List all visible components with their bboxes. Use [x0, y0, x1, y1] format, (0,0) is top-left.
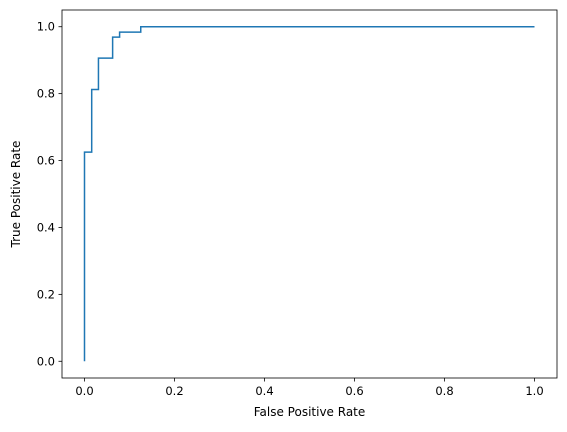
x-tick-label: 0.2: [165, 384, 183, 398]
y-tick-label: 0.6: [37, 154, 55, 168]
y-tick-label: 0.8: [37, 87, 55, 101]
x-tick-label: 1.0: [525, 384, 543, 398]
y-tick-label: 0.4: [37, 220, 55, 234]
x-tick-label: 0.6: [345, 384, 363, 398]
y-tick-label: 0.2: [37, 287, 55, 301]
y-tick-label: 1.0: [37, 20, 55, 34]
x-tick-label: 0.4: [255, 384, 273, 398]
y-tick-label: 0.0: [37, 354, 55, 368]
x-tick-label: 0.0: [75, 384, 93, 398]
x-axis-label: False Positive Rate: [254, 405, 366, 419]
y-axis-label: True Positive Rate: [9, 141, 23, 249]
x-tick-label: 0.8: [435, 384, 453, 398]
roc-line: [83, 25, 535, 362]
axes-frame: [61, 9, 558, 379]
